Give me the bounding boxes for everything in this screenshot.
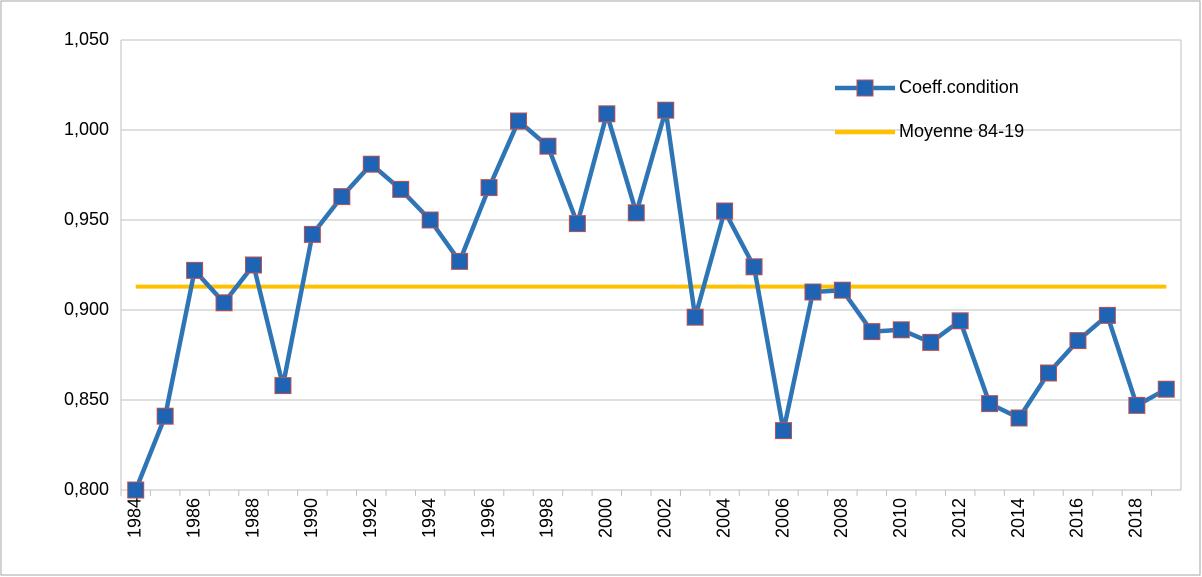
- x-tick-label: 1998: [537, 498, 557, 538]
- x-tick-label: 1994: [419, 498, 439, 538]
- marker: [804, 283, 822, 301]
- marker: [951, 312, 969, 330]
- marker: [392, 180, 410, 198]
- y-tick-label: 1,050: [64, 29, 109, 49]
- x-tick-label: 1996: [478, 498, 498, 538]
- y-tick-label: 0,800: [64, 479, 109, 499]
- marker: [186, 261, 204, 279]
- marker: [245, 256, 262, 274]
- marker: [1098, 306, 1116, 324]
- marker: [510, 112, 527, 130]
- x-tick-label: 2008: [831, 498, 851, 538]
- marker: [539, 137, 557, 155]
- x-tick-label: 2000: [596, 498, 616, 538]
- marker: [156, 407, 174, 425]
- marker: [215, 294, 233, 312]
- marker: [480, 179, 498, 197]
- x-tick-label: 2004: [713, 498, 733, 538]
- x-tick-label: 2002: [654, 498, 674, 538]
- y-tick-label: 0,950: [64, 209, 109, 229]
- marker: [127, 481, 145, 499]
- x-tick-label: 1992: [360, 498, 380, 538]
- marker: [745, 258, 763, 276]
- y-tick-label: 0,850: [64, 389, 109, 409]
- marker: [303, 225, 321, 243]
- x-tick-label: 1988: [242, 498, 262, 538]
- marker: [598, 105, 616, 123]
- marker: [451, 252, 469, 270]
- x-tick-label: 2016: [1067, 498, 1087, 538]
- marker: [627, 204, 645, 222]
- x-tick-label: 1984: [124, 498, 144, 538]
- marker: [362, 155, 380, 173]
- marker: [1010, 409, 1028, 427]
- x-tick-label: 1990: [301, 498, 321, 538]
- x-tick-label: 2006: [772, 498, 792, 538]
- x-tick-label: 1986: [183, 498, 203, 538]
- marker: [863, 323, 881, 341]
- marker: [657, 101, 675, 119]
- marker: [274, 377, 292, 395]
- marker: [775, 422, 792, 440]
- x-tick-label: 2018: [1126, 498, 1146, 538]
- marker: [1157, 380, 1175, 398]
- marker: [1128, 396, 1146, 414]
- marker: [833, 281, 851, 299]
- y-tick-label: 0,900: [64, 299, 109, 319]
- x-tick-label: 2014: [1008, 498, 1028, 538]
- marker: [568, 215, 586, 233]
- marker: [333, 188, 351, 206]
- marker: [981, 395, 999, 413]
- marker: [716, 202, 734, 220]
- legend-label: Moyenne 84-19: [899, 121, 1024, 141]
- marker: [922, 333, 940, 351]
- y-tick-label: 1,000: [64, 119, 109, 139]
- marker: [1069, 332, 1087, 350]
- x-tick-label: 2010: [890, 498, 910, 538]
- marker: [686, 308, 704, 326]
- x-tick-label: 2012: [949, 498, 969, 538]
- legend-marker: [856, 79, 874, 97]
- marker: [1040, 364, 1057, 382]
- marker: [892, 321, 910, 339]
- legend-label: Coeff.condition: [899, 77, 1019, 97]
- marker: [421, 211, 439, 229]
